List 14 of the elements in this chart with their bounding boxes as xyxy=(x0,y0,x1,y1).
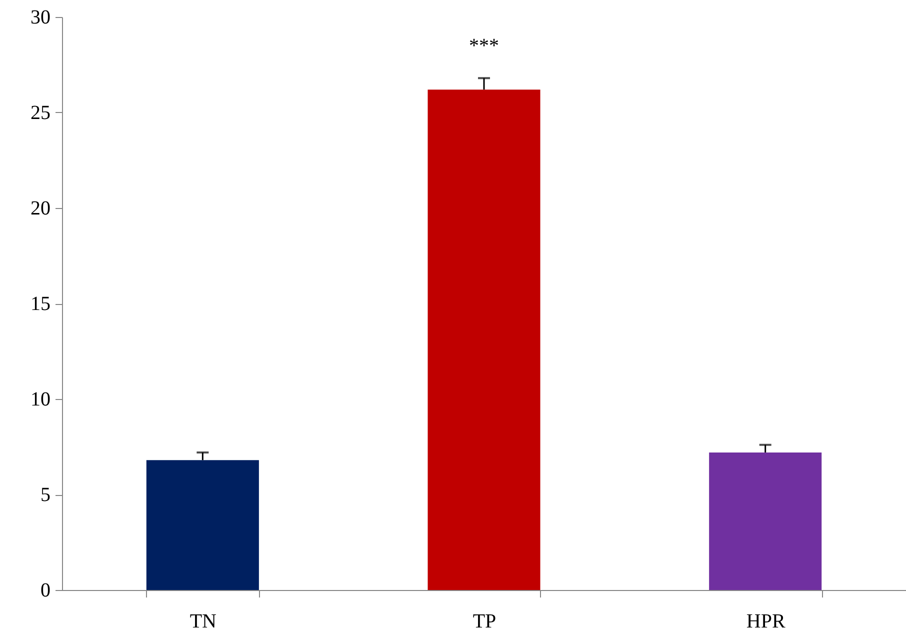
bar xyxy=(709,452,822,590)
x-tick-label: HPR xyxy=(746,610,786,632)
y-tick-label: 10 xyxy=(30,388,50,410)
bar xyxy=(146,460,259,590)
y-tick-label: 15 xyxy=(30,293,50,315)
bar xyxy=(428,90,540,590)
y-tick-label: 25 xyxy=(30,102,50,124)
y-tick-label: 0 xyxy=(40,580,50,602)
x-tick-label: TN xyxy=(190,610,217,632)
x-tick-label: TP xyxy=(472,610,496,632)
annotation: *** xyxy=(469,35,499,58)
y-tick-label: 5 xyxy=(40,484,50,506)
y-tick-label: 30 xyxy=(30,6,50,28)
y-tick-label: 20 xyxy=(30,198,50,220)
